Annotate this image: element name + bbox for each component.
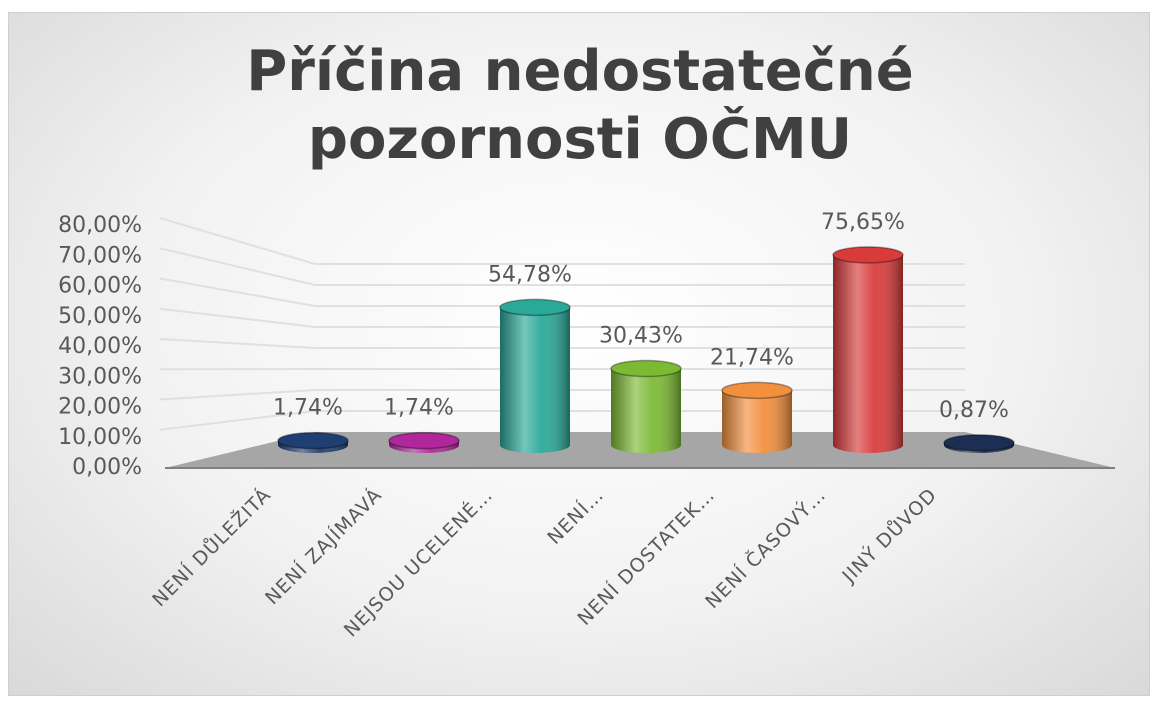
chart-frame (8, 12, 1150, 696)
bar-shading (611, 368, 681, 445)
grid-line (159, 338, 965, 349)
bar-top (943, 434, 1015, 452)
value-label: 30,43% (599, 324, 683, 349)
bar-bottom-shade (500, 437, 570, 453)
bar-bottom-shade (722, 437, 792, 453)
y-tick-label: 50,00% (58, 304, 142, 329)
bar-top (610, 359, 682, 378)
x-tick-label: JINÝ DŮVOD (836, 482, 941, 587)
bar-bottom-shade (833, 437, 903, 453)
x-tick-label: NENÍ… (543, 483, 609, 549)
y-tick-label: 70,00% (58, 243, 142, 268)
grid-line (159, 307, 965, 328)
grid-line (159, 247, 965, 286)
chart-title: Příčina nedostatečné pozornosti OČMU (246, 39, 914, 172)
bar-shading (722, 390, 792, 445)
grid-line (159, 277, 965, 307)
value-label: 0,87% (939, 398, 1009, 423)
value-label: 21,74% (710, 345, 794, 370)
value-label: 75,65% (821, 210, 905, 235)
value-label: 1,74% (273, 396, 343, 421)
y-tick-label: 20,00% (58, 395, 142, 420)
bar-top (499, 298, 571, 317)
bar-bottom-shade (611, 437, 681, 453)
value-label: 1,74% (384, 396, 454, 421)
y-tick-label: 0,00% (72, 455, 142, 480)
bar-shading (833, 254, 903, 445)
y-tick-label: 80,00% (58, 213, 142, 238)
y-tick-label: 30,00% (58, 364, 142, 389)
x-tick-label: NENÍ DŮLEŽITÁ (147, 482, 276, 611)
y-tick-label: 60,00% (58, 274, 142, 299)
grid-line (159, 217, 965, 265)
x-tick-label: NENÍ ČASOVÝ… (700, 482, 831, 613)
bar-top (277, 431, 349, 450)
bar-shading (500, 307, 570, 445)
value-label: 54,78% (488, 262, 572, 287)
bar-top (832, 246, 904, 264)
x-tick-label: NENÍ ZAJÍMAVÁ (260, 483, 386, 609)
bar-top (388, 431, 460, 450)
bar-top (721, 381, 793, 400)
y-tick-label: 40,00% (58, 334, 142, 359)
y-tick-label: 10,00% (58, 425, 142, 450)
